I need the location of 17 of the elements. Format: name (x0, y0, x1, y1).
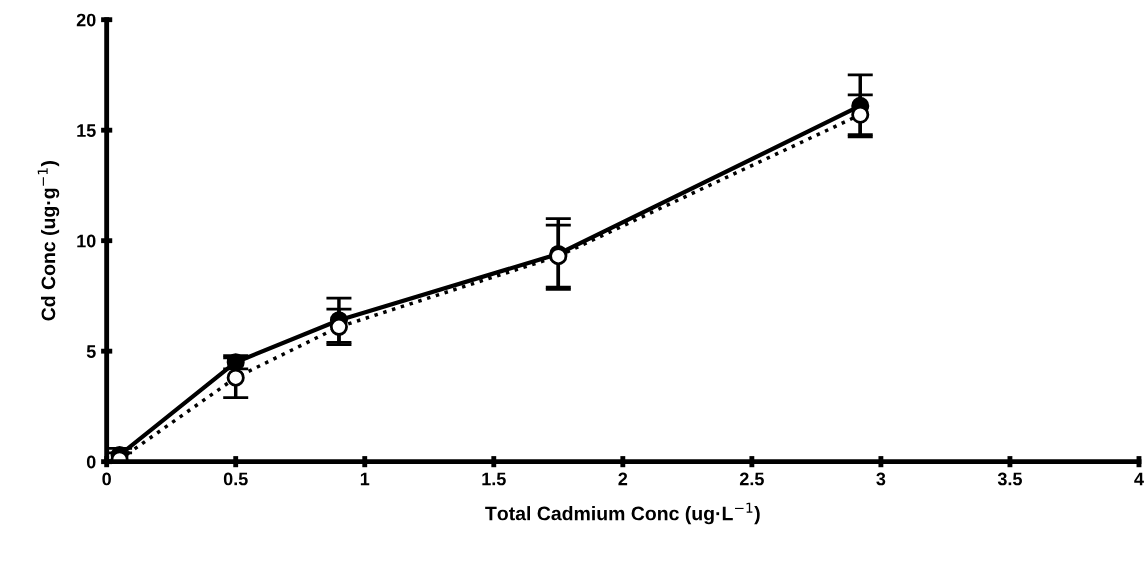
y-tick-label: 5 (86, 345, 96, 358)
x-tick-label: 0 (102, 472, 111, 486)
y-tick-label: 15 (77, 124, 96, 137)
x-tick-label: 4 (1134, 472, 1144, 486)
x-tick-label: 1 (360, 472, 370, 486)
x-tick-label: 2 (618, 472, 628, 486)
x-axis-title: Total Cadmium Conc (ug·L$^{−1}$) (485, 502, 760, 525)
x-tick-label: 0.5 (223, 472, 248, 486)
y-tick-label: 10 (77, 234, 96, 248)
x-tick-label: 3.5 (997, 472, 1022, 486)
x-tick-label: 3 (876, 472, 886, 486)
y-tick-label: 20 (76, 13, 96, 27)
y-tick-label: 0 (86, 455, 96, 469)
y-axis-title: Cd Conc (ug·g$^{−1}$) (37, 161, 60, 321)
x-tick-label: 1.5 (482, 472, 506, 486)
x-tick-label: 2.5 (739, 472, 764, 486)
point (226, 368, 245, 387)
